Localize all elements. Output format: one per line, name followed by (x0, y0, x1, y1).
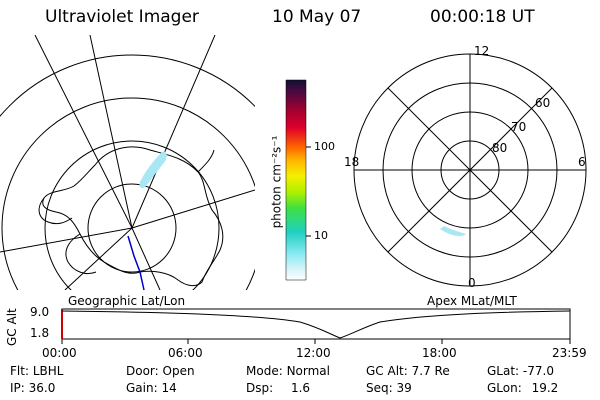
mlt-label-12: 12 (474, 44, 490, 58)
y-tick-1-8: 1.8 (30, 326, 50, 340)
polar-grid (353, 53, 587, 287)
door-field: Door: Open (126, 364, 195, 378)
gc-alt-axis-label: GC Alt (5, 308, 19, 346)
date-label: 10 May 07 (272, 7, 362, 27)
geographic-panel-label: Geographic Lat/Lon (68, 294, 186, 308)
glat-field: GLat: -77.0 (487, 364, 554, 378)
mlt-label-18: 18 (344, 155, 360, 169)
gc-alt-field: GC Alt: 7.7 Re (366, 364, 450, 378)
satellite-track (127, 235, 145, 291)
plot-frame (61, 308, 571, 340)
x-tick-0600: 06:00 (168, 346, 203, 360)
coastline-detail (38, 197, 73, 225)
meridian-line (89, 35, 133, 229)
gain-field: Gain: 14 (126, 381, 177, 395)
geographic-map (0, 35, 255, 290)
meridian-line (0, 227, 133, 253)
peninsula-coastline (65, 233, 97, 275)
latitude-circle (0, 54, 255, 118)
glon-field: GLon: 19.2 (487, 381, 559, 395)
meridian-line (64, 227, 133, 290)
latitude-circle (87, 183, 177, 273)
time-label: 00:00:18 UT (430, 7, 535, 27)
auroral-emission (139, 151, 167, 189)
x-tick-0000: 00:00 (42, 346, 77, 360)
mode-field: Mode: Normal (246, 364, 330, 378)
meridian-line (131, 227, 161, 290)
ip-field: IP: 36.0 (10, 381, 56, 395)
apex-panel-label: Apex MLat/MLT (427, 294, 517, 308)
x-tick-2359: 23:59 (552, 346, 587, 360)
meridian-line (131, 189, 255, 229)
seq-field: Seq: 39 (366, 381, 412, 395)
y-tick-9: 9.0 (30, 305, 50, 319)
instrument-title: Ultraviolet Imager (45, 7, 199, 27)
latitude-circle (44, 140, 220, 290)
colorbar-tick-100: 100 (314, 140, 335, 153)
altitude-curve (61, 310, 571, 339)
mlat-label-80: 80 (492, 141, 508, 155)
mlat-label-60: 60 (535, 96, 551, 110)
mlt-label-6: 6 (578, 155, 586, 169)
coastline-detail (197, 149, 215, 173)
filter-field: Flt: LBHL (10, 364, 64, 378)
mlt-label-0: 0 (468, 276, 476, 290)
gc-altitude-plot (61, 308, 571, 344)
color-bar (285, 79, 307, 281)
antarctica-coastline (42, 146, 224, 287)
x-tick-1800: 18:00 (422, 346, 457, 360)
mlt-diagonal (387, 87, 553, 253)
x-tick-1200: 12:00 (296, 346, 331, 360)
colorbar-tick-10: 10 (314, 229, 328, 242)
dsp-field: Dsp: 1.6 (246, 381, 311, 395)
auroral-emission-mlt (440, 226, 466, 237)
mlat-label-70: 70 (511, 120, 527, 134)
meridian-line (131, 35, 216, 229)
meridian-line (34, 35, 133, 229)
latitude-circle (1, 97, 255, 290)
colorbar-unit-label: photon cm⁻²s⁻¹ (269, 135, 284, 229)
